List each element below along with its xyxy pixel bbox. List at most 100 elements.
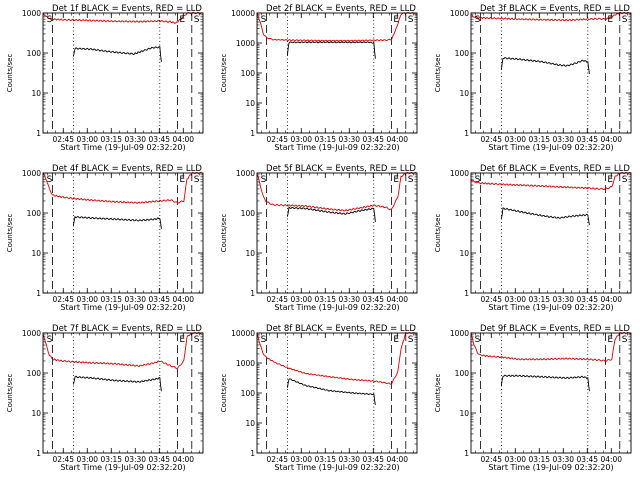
- panel-title: Det 3f BLACK = Events, RED = LLD: [480, 4, 630, 14]
- y-tick-label: 100: [455, 369, 470, 378]
- y-tick-label: 1000: [450, 9, 469, 18]
- y-tick-label: 100: [455, 209, 470, 218]
- x-tick-label: 03:30: [552, 295, 574, 304]
- y-tick-label: 1000: [450, 169, 469, 178]
- events-series-line: [286, 41, 376, 59]
- events-series-line: [72, 375, 162, 392]
- segment-marker-label: E: [179, 175, 185, 185]
- y-tick-label: 1: [36, 129, 41, 138]
- y-tick-label: 10000: [231, 9, 255, 18]
- x-tick-label: 03:45: [576, 455, 598, 464]
- y-tick-label: 10: [459, 249, 469, 258]
- y-tick-label: 1: [250, 289, 255, 298]
- x-tick-label: 02:45: [52, 295, 74, 304]
- detector-panel-9: Det 9f BLACK = Events, RED = LLD Counts/s…: [434, 324, 632, 472]
- y-tick-label: 1000: [22, 329, 41, 338]
- segment-marker-label: E: [607, 15, 613, 25]
- x-tick-label: 03:30: [338, 455, 360, 464]
- x-tick-label: 04:00: [386, 455, 408, 464]
- x-tick-label: 04:00: [386, 135, 408, 144]
- x-tick-label: 02:45: [52, 455, 74, 464]
- x-tick-label: 04:00: [172, 135, 194, 144]
- detector-panel-6: Det 6f BLACK = Events, RED = LLD Counts/s…: [434, 164, 632, 312]
- x-tick-label: 03:00: [504, 295, 526, 304]
- x-axis-label: Start Time (19-Jul-09 02:32:20): [60, 463, 185, 472]
- y-tick-label: 100: [241, 69, 256, 78]
- segment-marker-label: E: [393, 175, 399, 185]
- x-tick-label: 03:15: [314, 455, 336, 464]
- segment-marker-label: S: [194, 15, 200, 25]
- y-tick-label: 1: [464, 129, 469, 138]
- plot-frame: [42, 12, 204, 134]
- detector-panel-4: Det 4f BLACK = Events, RED = LLD Counts/s…: [6, 164, 204, 312]
- x-tick-label: 03:30: [124, 135, 146, 144]
- y-tick-label: 10: [31, 89, 41, 98]
- detector-panel-3: Det 3f BLACK = Events, RED = LLD Counts/s…: [434, 4, 632, 152]
- plot-frame: [256, 172, 418, 294]
- y-tick-label: 100: [27, 369, 42, 378]
- x-tick-label: 03:45: [148, 135, 170, 144]
- x-tick-label: 04:00: [600, 135, 622, 144]
- y-tick-label: 10: [31, 249, 41, 258]
- x-tick-label: 03:30: [338, 135, 360, 144]
- y-axis-label: Counts/sec: [6, 54, 14, 93]
- y-tick-label: 1000: [236, 39, 255, 48]
- y-tick-label: 10: [459, 89, 469, 98]
- x-tick-label: 04:00: [600, 455, 622, 464]
- y-tick-label: 100: [455, 49, 470, 58]
- x-axis-label: Start Time (19-Jul-09 02:32:20): [274, 463, 399, 472]
- y-tick-label: 100: [27, 49, 42, 58]
- x-tick-label: 03:45: [362, 295, 384, 304]
- x-tick-label: 03:15: [100, 455, 122, 464]
- y-tick-label: 10: [31, 409, 41, 418]
- detector-panel-2: Det 2f BLACK = Events, RED = LLD Counts/s…: [220, 4, 418, 152]
- x-tick-label: 03:00: [504, 135, 526, 144]
- x-tick-label: 02:45: [480, 455, 502, 464]
- x-tick-label: 03:45: [576, 135, 598, 144]
- segment-marker-label: S: [622, 175, 628, 185]
- x-tick-label: 04:00: [172, 295, 194, 304]
- events-series-line: [500, 56, 590, 74]
- x-tick-label: 03:00: [76, 455, 98, 464]
- x-tick-label: 03:15: [314, 295, 336, 304]
- y-tick-label: 10000: [231, 329, 255, 338]
- x-tick-label: 02:45: [52, 135, 74, 144]
- segment-marker-label: E: [179, 335, 185, 345]
- segment-marker-label: S: [194, 335, 200, 345]
- segment-marker-label: S: [261, 175, 267, 185]
- panel-title: Det 8f BLACK = Events, RED = LLD: [266, 324, 416, 334]
- segment-marker-label: S: [475, 15, 481, 25]
- segment-marker-label: S: [622, 15, 628, 25]
- x-tick-label: 03:45: [148, 295, 170, 304]
- lld-series-line: [470, 11, 632, 22]
- x-tick-label: 03:15: [314, 135, 336, 144]
- segment-marker-label: S: [47, 175, 53, 185]
- detector-panel-7: Det 7f BLACK = Events, RED = LLD Counts/s…: [6, 324, 204, 472]
- y-tick-label: 1: [250, 129, 255, 138]
- panel-title: Det 6f BLACK = Events, RED = LLD: [480, 164, 630, 174]
- y-tick-label: 100: [27, 209, 42, 218]
- plot-frame: [256, 332, 418, 454]
- lld-series-line: [42, 171, 204, 204]
- plot-frame: [42, 172, 204, 294]
- panel-title: Det 2f BLACK = Events, RED = LLD: [266, 4, 416, 14]
- x-tick-label: 03:00: [290, 295, 312, 304]
- segment-marker-label: S: [408, 15, 414, 25]
- x-tick-label: 04:00: [386, 295, 408, 304]
- y-tick-label: 1000: [450, 329, 469, 338]
- x-tick-label: 03:00: [290, 455, 312, 464]
- x-tick-label: 03:45: [362, 135, 384, 144]
- x-tick-label: 03:15: [100, 295, 122, 304]
- y-tick-label: 10: [245, 249, 255, 258]
- x-tick-label: 03:30: [552, 135, 574, 144]
- x-tick-label: 03:30: [124, 455, 146, 464]
- y-axis-label: Counts/sec: [220, 54, 228, 93]
- x-axis-label: Start Time (19-Jul-09 02:32:20): [274, 303, 399, 312]
- x-axis-label: Start Time (19-Jul-09 02:32:20): [60, 303, 185, 312]
- plot-frame: [470, 172, 632, 294]
- panel-title: Det 9f BLACK = Events, RED = LLD: [480, 324, 630, 334]
- x-tick-label: 03:00: [76, 295, 98, 304]
- x-tick-label: 03:45: [576, 295, 598, 304]
- x-tick-label: 02:45: [480, 135, 502, 144]
